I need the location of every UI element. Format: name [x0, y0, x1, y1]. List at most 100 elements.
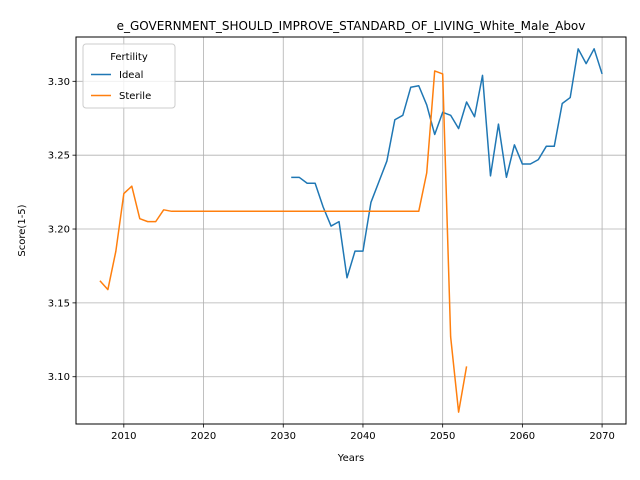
data-point	[482, 75, 483, 76]
data-point	[458, 412, 459, 413]
legend-title: Fertility	[110, 52, 148, 63]
grid-lines	[76, 37, 626, 424]
series-line-ideal	[291, 48, 603, 279]
data-point	[370, 211, 371, 212]
data-point	[291, 211, 292, 212]
data-point	[139, 218, 140, 219]
data-point	[291, 177, 292, 178]
x-tick-label: 2010	[111, 431, 136, 442]
data-point	[315, 211, 316, 212]
data-point	[195, 211, 196, 212]
data-point	[466, 366, 467, 367]
data-point	[570, 97, 571, 98]
data-point	[466, 101, 467, 102]
data-point	[362, 211, 363, 212]
legend-box	[82, 43, 176, 109]
data-point	[307, 211, 308, 212]
x-tick-label: 2050	[430, 431, 455, 442]
data-point	[219, 211, 220, 212]
data-point	[283, 211, 284, 212]
data-point	[346, 277, 347, 278]
data-point	[211, 211, 212, 212]
data-point	[426, 172, 427, 173]
data-point	[394, 119, 395, 120]
data-point	[394, 211, 395, 212]
chart-title: e_GOVERNMENT_SHOULD_IMPROVE_STANDARD_OF_…	[117, 19, 586, 33]
data-point	[474, 116, 475, 117]
legend-label-ideal: Ideal	[119, 70, 143, 81]
y-tick-label: 3.10	[48, 372, 70, 383]
x-tick-label: 2030	[271, 431, 296, 442]
data-point	[338, 211, 339, 212]
data-point	[123, 193, 124, 194]
series-ideal	[291, 48, 603, 279]
data-point	[330, 211, 331, 212]
data-point	[601, 73, 602, 74]
series-layer	[99, 48, 603, 413]
data-point	[299, 211, 300, 212]
data-point	[578, 48, 579, 49]
data-point	[131, 186, 132, 187]
data-point	[522, 163, 523, 164]
data-point	[163, 209, 164, 210]
data-point	[378, 181, 379, 182]
y-tick-label: 3.30	[48, 77, 70, 88]
data-point	[370, 202, 371, 203]
data-point	[227, 211, 228, 212]
data-point	[323, 206, 324, 207]
data-point	[426, 104, 427, 105]
x-tick-label: 2020	[191, 431, 216, 442]
data-point	[323, 211, 324, 212]
data-point	[402, 115, 403, 116]
data-point	[243, 211, 244, 212]
data-point	[107, 289, 108, 290]
legend: Fertility Ideal Sterile	[82, 43, 176, 109]
legend-label-sterile: Sterile	[119, 91, 151, 102]
data-point	[506, 177, 507, 178]
data-point	[171, 211, 172, 212]
data-point	[378, 211, 379, 212]
data-point	[514, 144, 515, 145]
data-point	[442, 73, 443, 74]
data-point	[155, 221, 156, 222]
y-tick-label: 3.25	[48, 151, 70, 162]
data-point	[147, 221, 148, 222]
y-tick-label: 3.20	[48, 225, 70, 236]
plot-frame	[75, 36, 627, 425]
data-point	[538, 159, 539, 160]
data-point	[410, 211, 411, 212]
data-point	[490, 175, 491, 176]
data-point	[402, 211, 403, 212]
data-point	[179, 211, 180, 212]
data-point	[418, 85, 419, 86]
data-point	[586, 63, 587, 64]
data-point	[354, 251, 355, 252]
y-tick-label: 3.15	[48, 298, 70, 309]
data-point	[346, 211, 347, 212]
data-point	[418, 211, 419, 212]
data-point	[562, 103, 563, 104]
x-axis-ticks: 2010 2020 2030 2040 2050 2060 2070	[111, 424, 615, 442]
data-point	[315, 183, 316, 184]
data-point	[235, 211, 236, 212]
data-point	[259, 211, 260, 212]
data-point	[307, 183, 308, 184]
data-point	[434, 134, 435, 135]
x-axis-label: Years	[337, 453, 364, 464]
data-point	[187, 211, 188, 212]
legend-items: Ideal Sterile	[91, 70, 151, 102]
data-point	[338, 221, 339, 222]
data-point	[99, 280, 100, 281]
x-tick-label: 2070	[589, 431, 614, 442]
data-point	[330, 225, 331, 226]
data-point	[362, 251, 363, 252]
data-point	[450, 336, 451, 337]
data-point	[386, 160, 387, 161]
data-point	[594, 48, 595, 49]
data-point	[410, 87, 411, 88]
data-point	[267, 211, 268, 212]
data-point	[546, 146, 547, 147]
data-point	[530, 163, 531, 164]
data-point	[554, 146, 555, 147]
